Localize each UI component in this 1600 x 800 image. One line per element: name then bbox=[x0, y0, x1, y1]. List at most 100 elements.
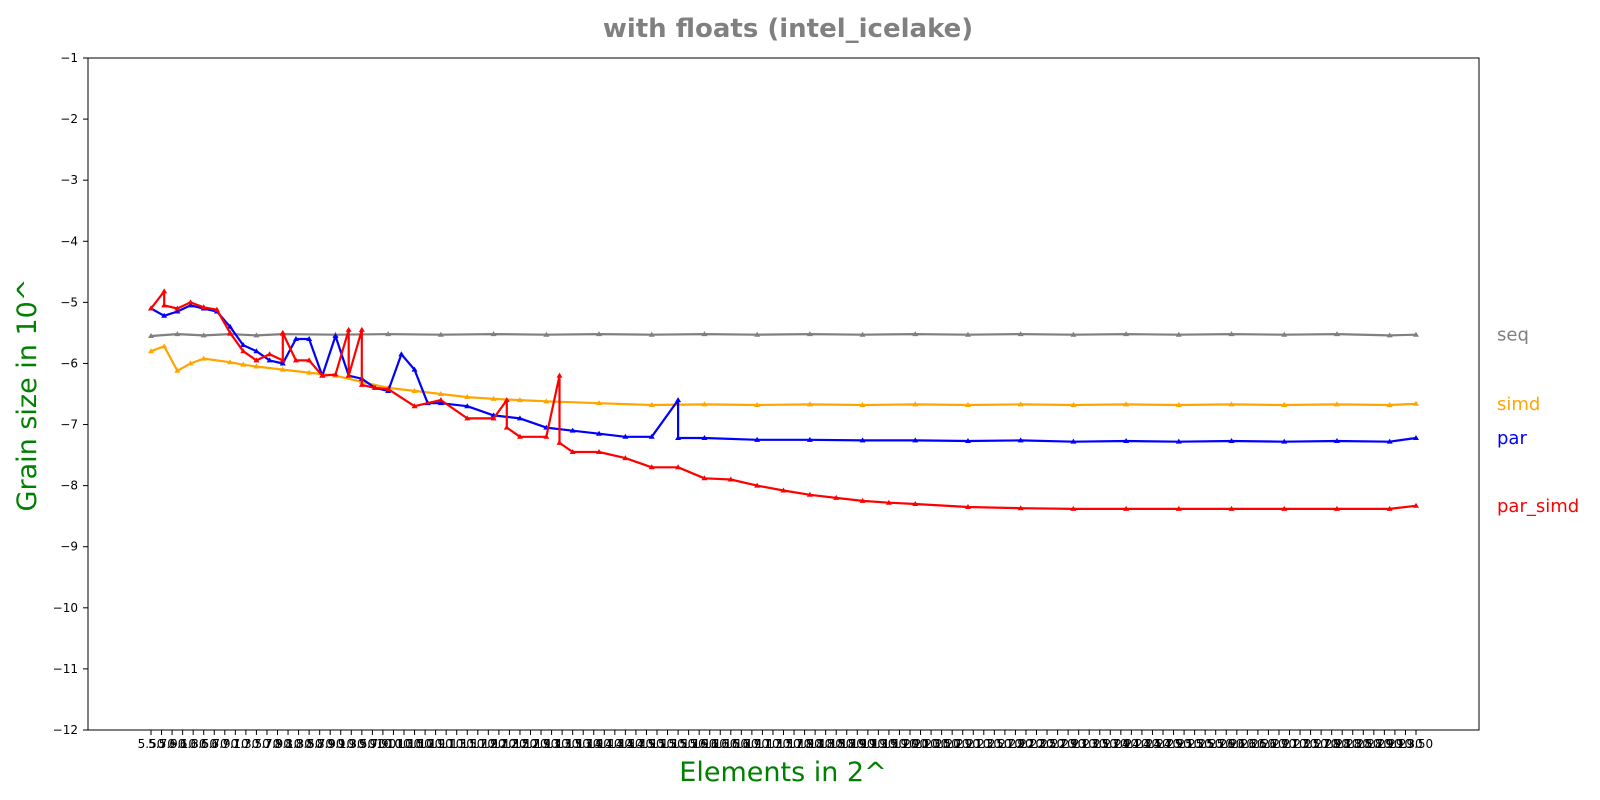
data-point-par_simd bbox=[1281, 505, 1288, 511]
x-tick-label: 8.90 bbox=[317, 737, 344, 751]
data-point-par bbox=[1413, 434, 1419, 440]
data-point-par bbox=[569, 427, 576, 433]
data-point-simd bbox=[464, 394, 471, 400]
data-point-par_simd bbox=[1017, 505, 1024, 511]
x-tick-label: 22.30 bbox=[1019, 737, 1053, 751]
data-point-simd bbox=[253, 363, 260, 369]
x-tick-label: 12.50 bbox=[503, 737, 537, 751]
data-point-par bbox=[806, 436, 813, 442]
series-layer bbox=[148, 288, 1419, 511]
x-tick-label: 23.10 bbox=[1061, 737, 1095, 751]
data-point-par bbox=[332, 332, 339, 338]
x-tick-label: 17.90 bbox=[787, 737, 821, 751]
data-point-par bbox=[1386, 438, 1393, 444]
x-tick-label: 9.10 bbox=[327, 737, 354, 751]
x-tick-label: 15.50 bbox=[661, 737, 695, 751]
y-tick-label: −12 bbox=[53, 723, 78, 737]
data-point-seq bbox=[648, 331, 655, 337]
data-point-par_simd bbox=[1386, 505, 1393, 511]
data-point-par_simd bbox=[806, 491, 813, 497]
data-point-par bbox=[622, 433, 629, 439]
x-tick-label: 16.70 bbox=[724, 737, 758, 751]
series-label-seq: seq bbox=[1497, 325, 1529, 346]
data-point-par_simd bbox=[701, 475, 708, 481]
data-point-par bbox=[464, 403, 471, 409]
x-tick-label: 6.90 bbox=[211, 737, 238, 751]
data-point-simd bbox=[859, 401, 866, 407]
data-point-simd bbox=[912, 401, 919, 407]
data-point-simd bbox=[1175, 401, 1182, 407]
data-point-simd bbox=[648, 401, 655, 407]
x-tick-label: 26.10 bbox=[1220, 737, 1254, 751]
x-tick-label: 19.90 bbox=[893, 737, 927, 751]
x-tick-label: 7.30 bbox=[233, 737, 260, 751]
x-tick-label: 8.70 bbox=[306, 737, 333, 751]
series-labels: seq simd par par_simd bbox=[1497, 325, 1579, 517]
x-tick-label: 26.30 bbox=[1230, 737, 1264, 751]
data-point-simd bbox=[1123, 401, 1130, 407]
data-point-seq bbox=[1413, 331, 1419, 337]
data-point-par_simd bbox=[648, 464, 655, 470]
y-tick-label: −9 bbox=[60, 540, 78, 554]
x-tick-label: 24.50 bbox=[1135, 737, 1169, 751]
series-label-par_simd: par_simd bbox=[1497, 496, 1579, 517]
data-point-par_simd bbox=[174, 305, 181, 311]
x-tick-label: 17.50 bbox=[766, 737, 800, 751]
x-tick-label: 5.50 bbox=[138, 737, 165, 751]
x-tick-label: 21.70 bbox=[988, 737, 1022, 751]
data-point-par_simd bbox=[148, 305, 154, 311]
x-tick-label: 19.70 bbox=[882, 737, 916, 751]
x-tick-label: 8.50 bbox=[296, 737, 323, 751]
data-point-par bbox=[701, 434, 708, 440]
x-tick-label: 28.30 bbox=[1336, 737, 1370, 751]
x-tick-label: 27.30 bbox=[1283, 737, 1317, 751]
data-point-par_simd bbox=[1175, 505, 1182, 511]
x-tick-label: 6.50 bbox=[190, 737, 217, 751]
data-point-seq bbox=[490, 331, 497, 337]
data-point-simd bbox=[279, 366, 286, 372]
data-point-seq bbox=[1386, 332, 1393, 338]
data-point-seq bbox=[385, 331, 392, 337]
series-line-seq bbox=[150, 333, 1417, 338]
data-point-simd bbox=[161, 343, 168, 349]
data-point-par bbox=[859, 437, 866, 443]
x-tick-label: 13.10 bbox=[534, 737, 568, 751]
series-label-simd: simd bbox=[1497, 394, 1540, 415]
data-point-par bbox=[675, 434, 682, 440]
data-point-par bbox=[227, 323, 234, 329]
data-point-par_simd bbox=[266, 351, 273, 357]
x-tick-label: 21.30 bbox=[967, 737, 1001, 751]
x-tick-label: 11.10 bbox=[429, 737, 463, 751]
data-point-par_simd bbox=[727, 476, 734, 482]
x-tick-label: 15.10 bbox=[640, 737, 674, 751]
data-point-seq bbox=[1070, 331, 1077, 337]
data-point-par_simd bbox=[516, 433, 523, 439]
x-tick-label: 12.30 bbox=[492, 737, 526, 751]
data-point-par_simd bbox=[464, 415, 471, 421]
x-tick-label: 28.70 bbox=[1357, 737, 1391, 751]
x-tick-label: 12.90 bbox=[524, 737, 558, 751]
data-point-par bbox=[1281, 438, 1288, 444]
y-tick-label: −1 bbox=[60, 51, 78, 65]
chart-title: with floats (intel_icelake) bbox=[603, 14, 973, 44]
series-label-par: par bbox=[1497, 428, 1527, 449]
x-tick-label: 6.30 bbox=[180, 737, 207, 751]
data-point-simd bbox=[240, 361, 247, 367]
x-tick-label: 22.10 bbox=[1009, 737, 1043, 751]
x-tick-label: 8.30 bbox=[285, 737, 312, 751]
data-point-seq bbox=[437, 331, 444, 337]
x-tick-label: 16.90 bbox=[735, 737, 769, 751]
data-point-par_simd bbox=[754, 482, 761, 488]
data-point-par_simd bbox=[319, 372, 326, 378]
data-point-seq bbox=[596, 331, 603, 337]
data-point-par_simd bbox=[964, 504, 971, 510]
x-tick-label: 17.70 bbox=[777, 737, 811, 751]
x-tick-label: 20.30 bbox=[914, 737, 948, 751]
data-point-simd bbox=[806, 401, 813, 407]
series-line-simd bbox=[150, 345, 1417, 407]
x-tick-label: 14.70 bbox=[619, 737, 653, 751]
data-point-par_simd bbox=[833, 494, 840, 500]
data-point-simd bbox=[1070, 401, 1077, 407]
x-tick-label: 23.90 bbox=[1104, 737, 1138, 751]
data-point-simd bbox=[437, 391, 444, 396]
